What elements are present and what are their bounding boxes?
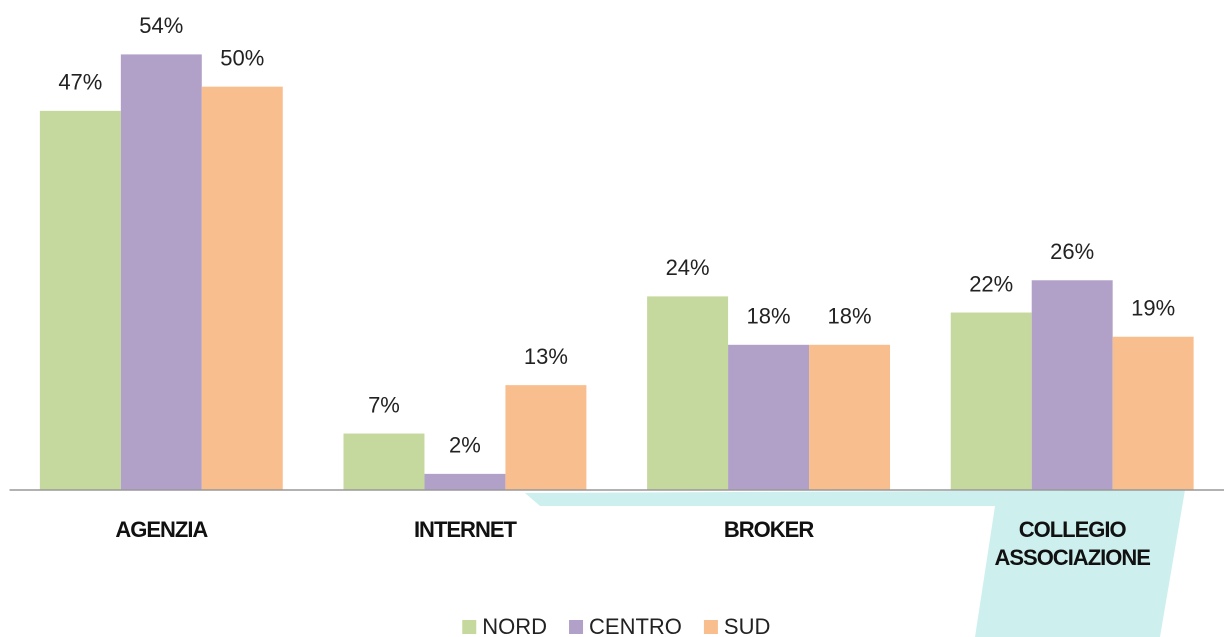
bar (950, 312, 1032, 490)
bar (1112, 336, 1194, 490)
background-shape (525, 490, 1185, 637)
data-label: 18% (747, 304, 791, 329)
data-label: 50% (220, 45, 264, 70)
bar (809, 344, 891, 490)
data-label: 24% (666, 255, 710, 280)
data-label: 47% (58, 70, 102, 95)
data-label: 18% (828, 304, 872, 329)
bar (1031, 280, 1113, 490)
legend-label: SUD (724, 614, 770, 637)
bar (39, 110, 121, 490)
legend-swatch (462, 620, 477, 634)
legend-label: NORD (482, 614, 547, 637)
data-label: 13% (524, 344, 568, 369)
bar (343, 433, 425, 490)
data-label: 22% (969, 271, 1013, 296)
legend-label: CENTRO (589, 614, 682, 637)
bar (201, 86, 283, 491)
x-tick-label: AGENZIA (115, 517, 208, 542)
x-tick-label: INTERNET (413, 517, 517, 542)
data-label: 2% (449, 433, 481, 458)
data-label: 54% (139, 13, 183, 38)
data-label: 26% (1050, 239, 1094, 264)
bar (424, 473, 506, 490)
bar (728, 344, 810, 490)
bar (505, 385, 587, 490)
data-label: 19% (1131, 296, 1175, 321)
legend-swatch (569, 620, 584, 634)
data-label: 7% (368, 392, 400, 417)
bar (647, 296, 729, 490)
x-tick-label: BROKER (723, 517, 814, 542)
x-tick-label: COLLEGIO ASSOCIAZIONE (994, 517, 1150, 570)
bar (120, 54, 202, 491)
legend-swatch (703, 620, 718, 634)
